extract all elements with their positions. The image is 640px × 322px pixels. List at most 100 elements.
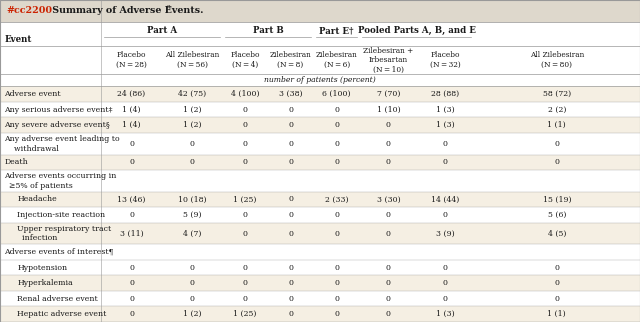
Text: Part B: Part B <box>253 26 284 35</box>
Text: 0: 0 <box>443 140 448 148</box>
Text: Placebo
(N = 28): Placebo (N = 28) <box>116 52 147 69</box>
Bar <box>0 118 640 133</box>
Text: Hepatic adverse event: Hepatic adverse event <box>17 310 107 318</box>
Text: 0: 0 <box>190 158 195 166</box>
Text: 3 (38): 3 (38) <box>279 90 302 98</box>
Text: 0: 0 <box>554 279 559 287</box>
Text: 0: 0 <box>334 310 339 318</box>
Text: 0: 0 <box>443 264 448 271</box>
Text: 0: 0 <box>288 158 293 166</box>
Text: 24 (86): 24 (86) <box>118 90 145 98</box>
Bar <box>0 275 640 291</box>
Text: 28 (88): 28 (88) <box>431 90 460 98</box>
Text: 0: 0 <box>129 279 134 287</box>
Text: 0: 0 <box>334 158 339 166</box>
Text: Adverse events occurring in
  ≥5% of patients: Adverse events occurring in ≥5% of patie… <box>4 172 117 190</box>
Text: 0: 0 <box>386 211 391 219</box>
Text: 0: 0 <box>443 211 448 219</box>
Text: Any serious adverse event‡: Any serious adverse event‡ <box>4 106 113 114</box>
Text: 5 (9): 5 (9) <box>183 211 202 219</box>
Bar <box>0 22 640 46</box>
Bar <box>0 86 640 102</box>
Text: 0: 0 <box>288 230 293 238</box>
Text: 0: 0 <box>386 264 391 271</box>
Text: Placebo
(N = 32): Placebo (N = 32) <box>430 52 461 69</box>
Text: Zilebesiran
(N = 6): Zilebesiran (N = 6) <box>316 52 358 69</box>
Text: Death: Death <box>4 158 28 166</box>
Bar <box>0 74 640 86</box>
Text: Placebo
(N = 4): Placebo (N = 4) <box>230 52 260 69</box>
Text: 1 (25): 1 (25) <box>234 195 257 204</box>
Text: 0: 0 <box>243 158 248 166</box>
Bar <box>0 244 640 260</box>
Text: 0: 0 <box>334 140 339 148</box>
Text: 0: 0 <box>129 310 134 318</box>
Text: 0: 0 <box>334 121 339 129</box>
Text: 4 (7): 4 (7) <box>183 230 202 238</box>
Text: 0: 0 <box>554 264 559 271</box>
Text: 0: 0 <box>243 121 248 129</box>
Text: 0: 0 <box>288 295 293 303</box>
Text: 14 (44): 14 (44) <box>431 195 460 204</box>
Text: 3 (30): 3 (30) <box>377 195 400 204</box>
Text: 0: 0 <box>190 140 195 148</box>
Text: 0: 0 <box>554 295 559 303</box>
Text: 0: 0 <box>288 195 293 204</box>
Text: 1 (4): 1 (4) <box>122 106 141 114</box>
Text: 0: 0 <box>334 264 339 271</box>
Text: 0: 0 <box>386 140 391 148</box>
Text: Pooled Parts A, B, and E: Pooled Parts A, B, and E <box>358 26 476 35</box>
Text: 0: 0 <box>288 279 293 287</box>
Text: Zilebesiran +
Irbesartan
(N = 10): Zilebesiran + Irbesartan (N = 10) <box>364 47 413 74</box>
Text: #cc2200: #cc2200 <box>6 6 52 15</box>
Text: 0: 0 <box>386 310 391 318</box>
Text: 0: 0 <box>334 295 339 303</box>
Text: 0: 0 <box>243 230 248 238</box>
Text: 1 (1): 1 (1) <box>547 121 566 129</box>
Text: number of patients (percent): number of patients (percent) <box>264 76 376 84</box>
Text: 6 (100): 6 (100) <box>323 90 351 98</box>
Text: 0: 0 <box>386 158 391 166</box>
Text: 1 (3): 1 (3) <box>436 106 455 114</box>
Text: 0: 0 <box>129 211 134 219</box>
Text: 0: 0 <box>334 230 339 238</box>
Text: 2 (33): 2 (33) <box>325 195 348 204</box>
Text: 0: 0 <box>334 106 339 114</box>
Text: 0: 0 <box>334 279 339 287</box>
Text: 0: 0 <box>288 310 293 318</box>
Text: 0: 0 <box>386 295 391 303</box>
Text: 0: 0 <box>554 140 559 148</box>
Text: 0: 0 <box>443 279 448 287</box>
Text: All Zilebesiran
(N = 56): All Zilebesiran (N = 56) <box>165 52 220 69</box>
Bar <box>0 46 640 74</box>
Text: 0: 0 <box>190 264 195 271</box>
Text: Injection-site reaction: Injection-site reaction <box>17 211 106 219</box>
Text: 1 (3): 1 (3) <box>436 121 455 129</box>
Text: Any severe adverse event§: Any severe adverse event§ <box>4 121 110 129</box>
Text: 1 (2): 1 (2) <box>183 106 202 114</box>
Text: Part A: Part A <box>147 26 177 35</box>
Text: 4 (100): 4 (100) <box>231 90 259 98</box>
Text: 0: 0 <box>243 140 248 148</box>
Bar <box>0 223 640 244</box>
Bar <box>0 0 640 22</box>
Text: 1 (10): 1 (10) <box>377 106 400 114</box>
Text: 0: 0 <box>386 121 391 129</box>
Text: Adverse events of interest¶: Adverse events of interest¶ <box>4 248 114 256</box>
Text: 0: 0 <box>243 295 248 303</box>
Text: Zilebesiran
(N = 8): Zilebesiran (N = 8) <box>269 52 312 69</box>
Text: Summary of Adverse Events.: Summary of Adverse Events. <box>49 6 203 15</box>
Text: Hyperkalemia: Hyperkalemia <box>17 279 73 287</box>
Text: 0: 0 <box>443 295 448 303</box>
Text: 0: 0 <box>243 106 248 114</box>
Text: Adverse event: Adverse event <box>4 90 61 98</box>
Text: 1 (4): 1 (4) <box>122 121 141 129</box>
Text: Part E†: Part E† <box>319 26 354 35</box>
Text: 0: 0 <box>288 264 293 271</box>
Bar <box>0 133 640 155</box>
Text: Hypotension: Hypotension <box>17 264 67 271</box>
Text: 0: 0 <box>334 211 339 219</box>
Text: 15 (19): 15 (19) <box>543 195 571 204</box>
Text: 5 (6): 5 (6) <box>548 211 566 219</box>
Text: 1 (3): 1 (3) <box>436 310 455 318</box>
